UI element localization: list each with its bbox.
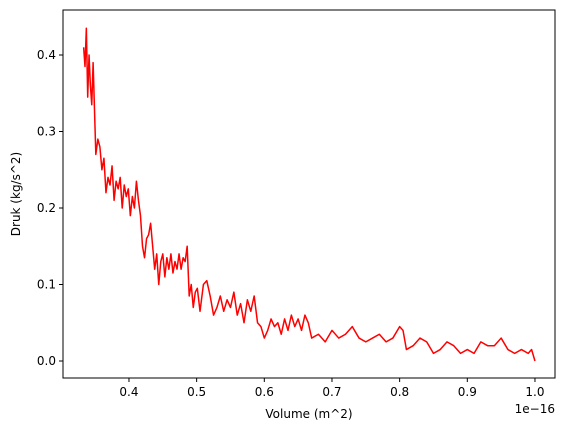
y-tick-label: 0.2 [37, 201, 56, 215]
x-offset-label: 1e−16 [515, 402, 555, 416]
x-axis-label: Volume (m^2) [265, 407, 352, 421]
x-tick-label: 0.8 [390, 385, 409, 399]
y-tick-label: 0.0 [37, 354, 56, 368]
x-tick-label: 0.9 [458, 385, 477, 399]
y-tick-label: 0.3 [37, 124, 56, 138]
data-line [82, 27, 536, 362]
y-tick-label: 0.1 [37, 278, 56, 292]
x-tick-label: 1.0 [525, 385, 544, 399]
x-tick-label: 0.5 [187, 385, 206, 399]
x-tick-label: 0.7 [322, 385, 341, 399]
y-axis-label: Druk (kg/s^2) [9, 152, 23, 236]
plot-frame [62, 9, 556, 379]
x-tick-label: 0.6 [255, 385, 274, 399]
x-tick-label: 0.4 [119, 385, 138, 399]
y-tick-label: 0.4 [37, 48, 56, 62]
